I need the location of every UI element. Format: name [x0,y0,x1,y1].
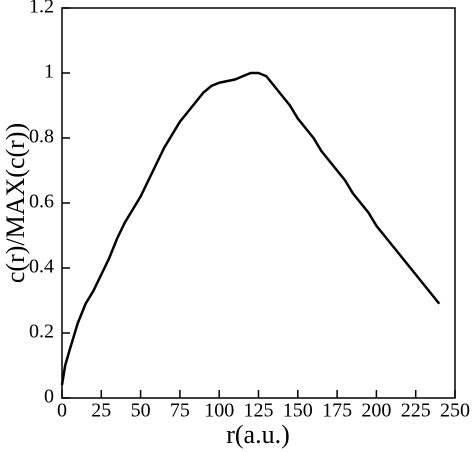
x-tick-label: 175 [322,400,352,422]
y-tick-label: 1 [44,61,54,83]
y-tick-label: 0.4 [29,256,54,278]
plot-frame [61,7,456,399]
x-tick-label: 100 [204,400,234,422]
y-tick-label: 0.2 [29,321,54,343]
y-tick-label: 0.6 [29,191,54,213]
x-tick-label: 75 [170,400,190,422]
x-tick-label: 0 [57,400,67,422]
x-tick-label: 200 [361,400,391,422]
y-tick-label: 0 [44,386,54,408]
x-tick-label: 250 [440,400,470,422]
x-axis-label: r(a.u.) [226,420,290,449]
data-line [60,71,441,386]
x-tick-label: 225 [401,400,431,422]
x-tick-label: 125 [244,400,274,422]
y-tick-label: 1.2 [29,0,54,18]
x-tick-label: 150 [283,400,313,422]
x-tick-label: 25 [91,400,111,422]
x-tick-label: 50 [131,400,151,422]
y-axis-label: c(r)/MAX(c(r)) [1,123,30,283]
y-tick-label: 0.8 [29,126,54,148]
